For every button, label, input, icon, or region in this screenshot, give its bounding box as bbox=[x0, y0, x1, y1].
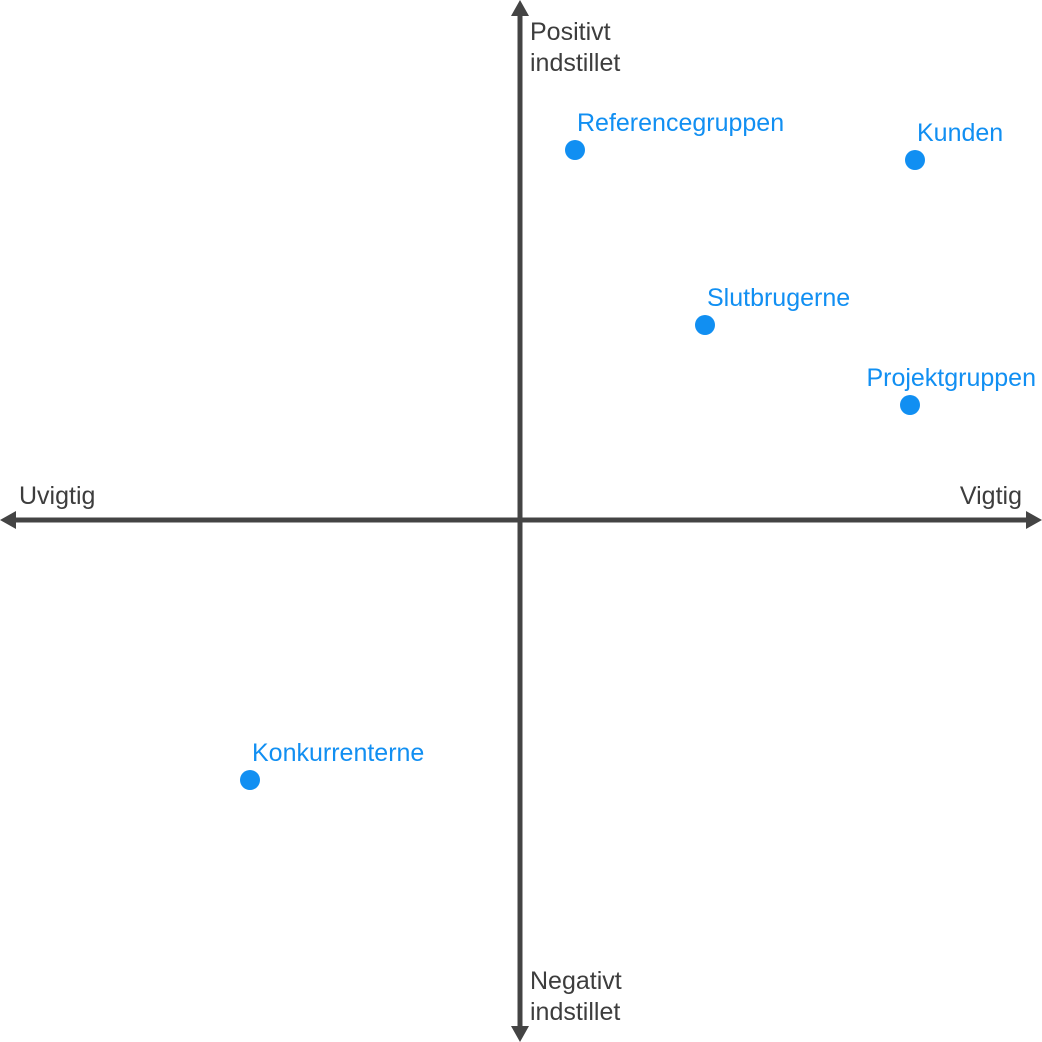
point-label: Slutbrugerne bbox=[707, 284, 850, 312]
point-label: Referencegruppen bbox=[577, 109, 784, 137]
stakeholder-point: Konkurrenterne bbox=[240, 739, 424, 790]
point-label: Projektgruppen bbox=[866, 364, 1036, 392]
arrow-down-icon bbox=[511, 1026, 529, 1042]
point-dot bbox=[905, 150, 925, 170]
point-dot bbox=[695, 315, 715, 335]
stakeholder-point: Referencegruppen bbox=[565, 109, 784, 160]
arrow-left-icon bbox=[0, 511, 16, 529]
axis-label-right: Vigtig bbox=[960, 482, 1022, 510]
axis-label-bottom-line2: indstillet bbox=[530, 998, 620, 1026]
point-label: Konkurrenterne bbox=[252, 739, 424, 767]
arrow-up-icon bbox=[511, 0, 529, 16]
axis-label-bottom-line1: Negativt bbox=[530, 967, 622, 995]
point-label: Kunden bbox=[917, 119, 1003, 147]
point-dot bbox=[565, 140, 585, 160]
axis-labels: Positivt indstillet Negativt indstillet … bbox=[19, 18, 1022, 1026]
axis-label-top-line2: indstillet bbox=[530, 49, 620, 77]
axis-label-left: Uvigtig bbox=[19, 482, 95, 510]
point-dot bbox=[240, 770, 260, 790]
stakeholder-points: Referencegruppen Kunden Slutbrugerne Projek… bbox=[240, 109, 1036, 790]
axis-label-top-line1: Positivt bbox=[530, 18, 611, 46]
point-dot bbox=[900, 395, 920, 415]
stakeholder-point: Kunden bbox=[905, 119, 1003, 170]
stakeholder-point: Projektgruppen bbox=[866, 364, 1036, 415]
stakeholder-point: Slutbrugerne bbox=[695, 284, 850, 335]
arrow-right-icon bbox=[1026, 511, 1042, 529]
